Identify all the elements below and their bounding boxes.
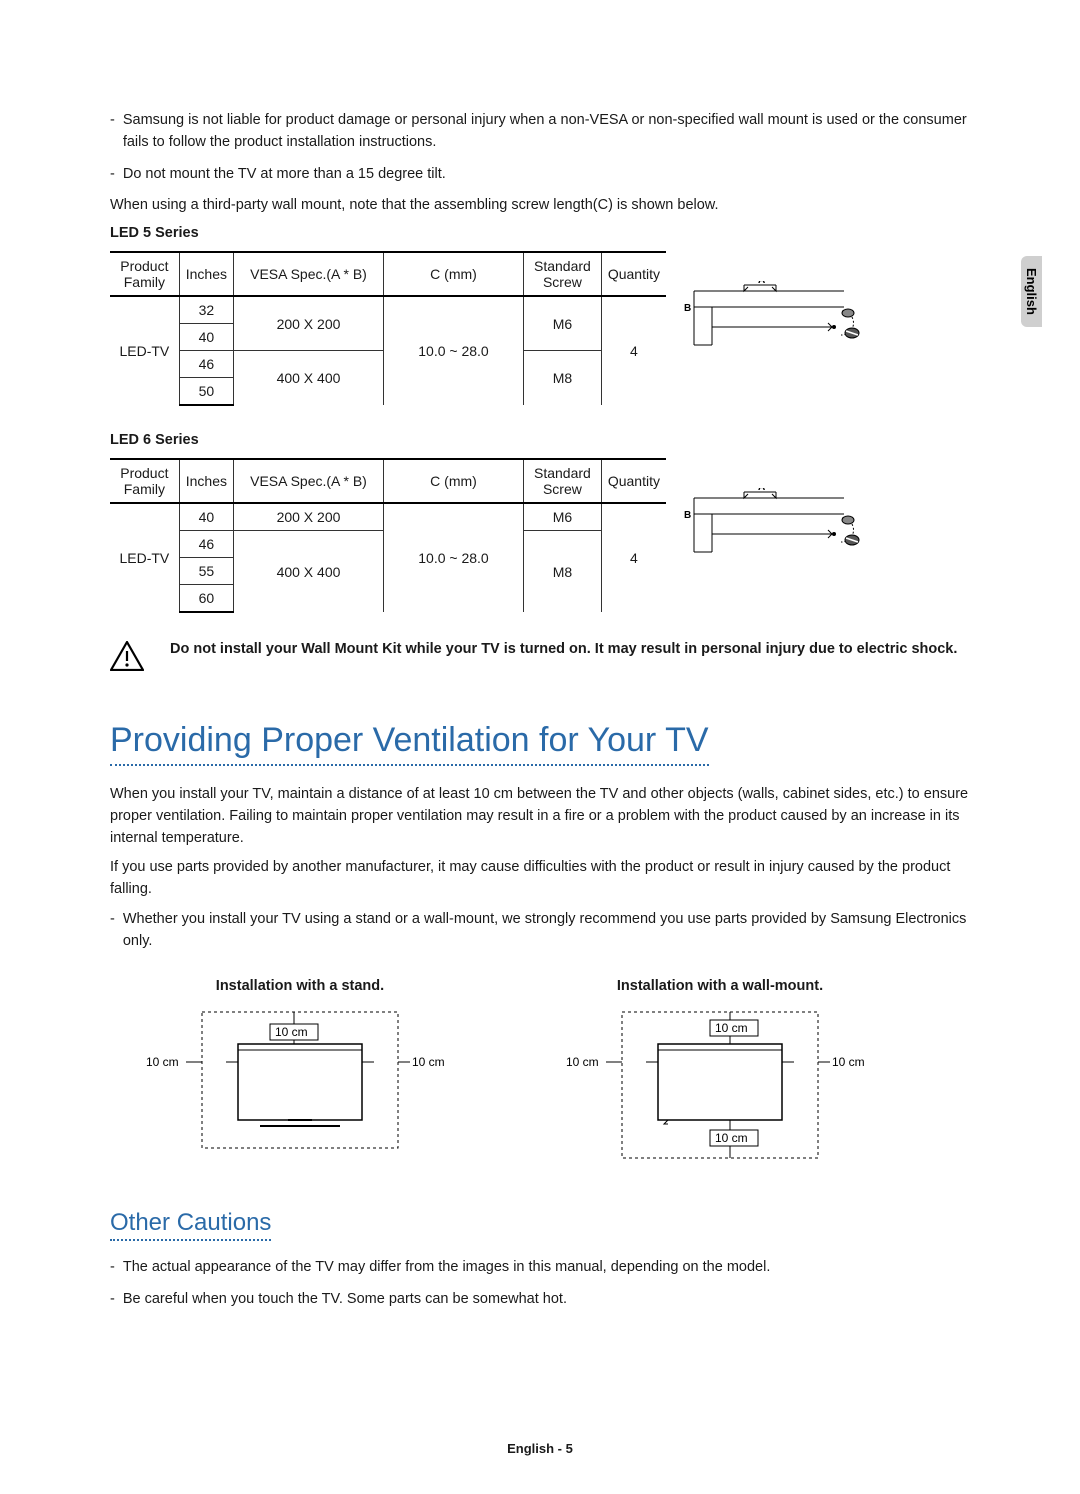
svg-text:10 cm: 10 cm	[715, 1021, 748, 1035]
bracket-diagram-icon: A B	[684, 488, 864, 564]
td-cmm: 10.0 ~ 28.0	[383, 503, 523, 612]
warning-row: Do not install your Wall Mount Kit while…	[110, 639, 970, 671]
th-qty: Quantity	[601, 459, 666, 503]
td-vesa: 400 X 400	[233, 351, 383, 406]
td-vesa: 200 X 200	[233, 296, 383, 351]
svg-text:10 cm: 10 cm	[566, 1055, 599, 1069]
td-cmm: 10.0 ~ 28.0	[383, 296, 523, 405]
series-5-block: Product Family Inches VESA Spec.(A * B) …	[110, 251, 970, 406]
td-qty: 4	[601, 503, 666, 612]
td-screw: M6	[523, 503, 601, 531]
stand-diagram-icon: 10 cm 10 cm 10 cm	[140, 1004, 460, 1154]
list-item: - Be careful when you touch the TV. Some…	[110, 1289, 970, 1311]
series-6-label: LED 6 Series	[110, 432, 970, 448]
bullet-dash: -	[110, 110, 115, 154]
th-vesa: VESA Spec.(A * B)	[233, 459, 383, 503]
th-screw: Standard Screw	[523, 252, 601, 296]
paragraph: When using a third-party wall mount, not…	[110, 195, 970, 217]
list-text: Whether you install your TV using a stan…	[123, 909, 970, 953]
svg-text:A: A	[758, 488, 765, 493]
td-screw: M8	[523, 351, 601, 406]
svg-text:10 cm: 10 cm	[146, 1055, 179, 1069]
bullet-dash: -	[110, 1289, 115, 1311]
th-qty: Quantity	[601, 252, 666, 296]
install-stand: Installation with a stand. 10 cm 10 cm 1…	[140, 978, 460, 1169]
list-item: - The actual appearance of the TV may di…	[110, 1257, 970, 1279]
svg-text:A: A	[758, 281, 765, 286]
svg-text:10 cm: 10 cm	[412, 1055, 445, 1069]
th-family: Product Family	[110, 252, 179, 296]
warning-text: Do not install your Wall Mount Kit while…	[170, 639, 957, 671]
svg-text:10 cm: 10 cm	[832, 1055, 865, 1069]
td-screw: M8	[523, 531, 601, 613]
heading-ventilation: Providing Proper Ventilation for Your TV	[110, 721, 709, 766]
td-screw: M6	[523, 296, 601, 351]
td-vesa: 200 X 200	[233, 503, 383, 531]
heading-other-cautions: Other Cautions	[110, 1209, 271, 1241]
bullet-dash: -	[110, 909, 115, 953]
td-inches: 50	[179, 378, 233, 406]
svg-text:B: B	[684, 510, 691, 521]
td-qty: 4	[601, 296, 666, 405]
td-family: LED-TV	[110, 296, 179, 405]
th-inches: Inches	[179, 459, 233, 503]
list-item: - Samsung is not liable for product dama…	[110, 110, 970, 154]
th-family: Product Family	[110, 459, 179, 503]
paragraph: If you use parts provided by another man…	[110, 857, 970, 901]
td-inches: 46	[179, 531, 233, 558]
install-wall-title: Installation with a wall-mount.	[560, 978, 880, 994]
td-family: LED-TV	[110, 503, 179, 612]
series-6-table: Product Family Inches VESA Spec.(A * B) …	[110, 458, 666, 613]
th-screw: Standard Screw	[523, 459, 601, 503]
td-inches: 55	[179, 558, 233, 585]
list-text: Be careful when you touch the TV. Some p…	[123, 1289, 970, 1311]
language-tab: English	[1021, 256, 1042, 327]
td-inches: 46	[179, 351, 233, 378]
list-item: - Whether you install your TV using a st…	[110, 909, 970, 953]
series-5-label: LED 5 Series	[110, 225, 970, 241]
svg-text:10 cm: 10 cm	[715, 1131, 748, 1145]
wall-diagram-icon: 10 cm 10 cm 10 cm 10 cm	[560, 1004, 880, 1164]
th-vesa: VESA Spec.(A * B)	[233, 252, 383, 296]
td-inches: 40	[179, 324, 233, 351]
td-inches: 60	[179, 585, 233, 613]
th-inches: Inches	[179, 252, 233, 296]
td-inches: 32	[179, 296, 233, 324]
list-text: Samsung is not liable for product damage…	[123, 110, 970, 154]
th-cmm: C (mm)	[383, 459, 523, 503]
series-6-block: Product Family Inches VESA Spec.(A * B) …	[110, 458, 970, 613]
bullet-dash: -	[110, 164, 115, 186]
list-item: - Do not mount the TV at more than a 15 …	[110, 164, 970, 186]
td-inches: 40	[179, 503, 233, 531]
install-wall: Installation with a wall-mount. 10 cm 10…	[560, 978, 880, 1169]
series-5-table: Product Family Inches VESA Spec.(A * B) …	[110, 251, 666, 406]
install-stand-title: Installation with a stand.	[140, 978, 460, 994]
svg-text:B: B	[684, 303, 691, 314]
warning-icon	[110, 641, 144, 671]
paragraph: When you install your TV, maintain a dis…	[110, 784, 970, 849]
bullet-dash: -	[110, 1257, 115, 1279]
svg-text:10 cm: 10 cm	[275, 1025, 308, 1039]
page-footer: English - 5	[0, 1441, 1080, 1456]
list-text: Do not mount the TV at more than a 15 de…	[123, 164, 970, 186]
list-text: The actual appearance of the TV may diff…	[123, 1257, 970, 1279]
bracket-diagram-icon: A B	[684, 281, 864, 357]
installation-diagrams: Installation with a stand. 10 cm 10 cm 1…	[140, 978, 970, 1169]
th-cmm: C (mm)	[383, 252, 523, 296]
td-vesa: 400 X 400	[233, 531, 383, 613]
